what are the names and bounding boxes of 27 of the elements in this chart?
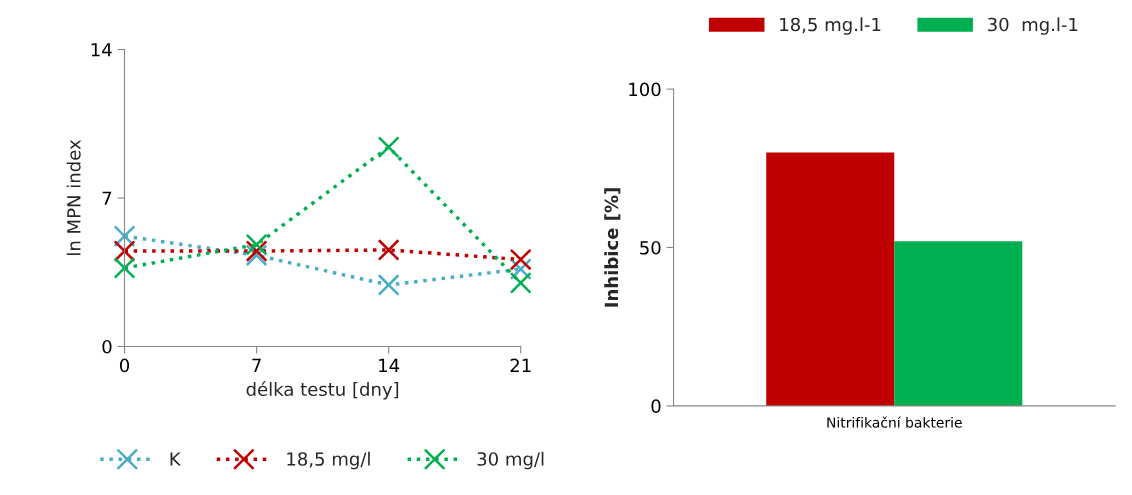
x-tick-label: 14 bbox=[379, 358, 400, 373]
y-axis-title: Inhibice [%] bbox=[604, 188, 621, 307]
point bbox=[509, 248, 532, 271]
point bbox=[377, 274, 400, 296]
y-tick-label: 7 bbox=[102, 191, 112, 205]
x-tick-label: 0 bbox=[119, 358, 130, 373]
x-tick-label: Nitrifikační bakterie bbox=[827, 416, 962, 428]
x-tick-label: 21 bbox=[510, 358, 531, 373]
point bbox=[113, 225, 136, 248]
point bbox=[377, 136, 400, 159]
legend-label: 30 mg.l-1 bbox=[988, 17, 1078, 35]
point bbox=[245, 233, 268, 256]
y-tick-label: 0 bbox=[102, 339, 112, 354]
legend-label: 30 mg/l bbox=[477, 451, 544, 470]
y-tick-label: 100 bbox=[629, 82, 661, 97]
x-tick-label: 7 bbox=[252, 358, 261, 373]
point bbox=[377, 239, 400, 261]
y-tick-label: 0 bbox=[651, 399, 661, 414]
point bbox=[509, 271, 532, 294]
y-axis-title: ln MPN index bbox=[66, 139, 81, 255]
x-axis-title: délka testu [dny] bbox=[246, 381, 399, 400]
y-tick-label: 50 bbox=[640, 240, 661, 255]
y-tick-label: 14 bbox=[91, 43, 112, 57]
legend-label: 18,5 mg/l bbox=[287, 451, 370, 470]
legend-label: K bbox=[170, 452, 182, 466]
legend-label: 18,5 mg.l-1 bbox=[780, 17, 881, 35]
point bbox=[113, 257, 136, 279]
